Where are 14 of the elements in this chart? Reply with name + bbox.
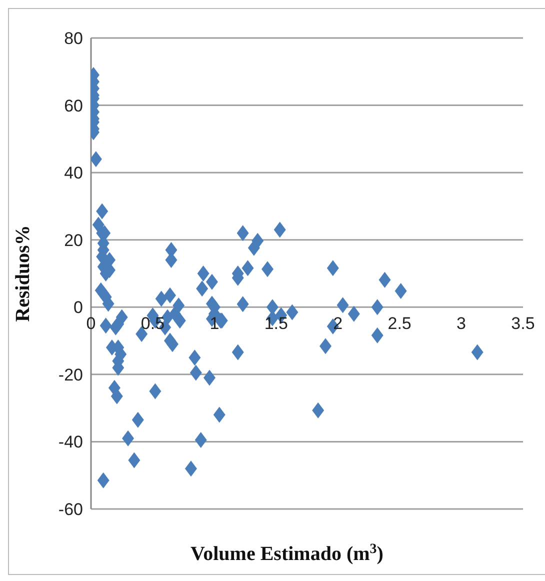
y-tick-label: 60 — [64, 96, 83, 116]
x-tick-label: 3.5 — [511, 314, 535, 334]
y-tick-label: 40 — [64, 164, 83, 183]
y-tick-label: 20 — [64, 230, 83, 250]
x-axis-title: Volume Estimado (m$^{3}$) — [190, 542, 384, 565]
x-tick-label: 3 — [456, 314, 466, 334]
y-tick-label: -40 — [58, 432, 83, 452]
y-tick-label: -20 — [58, 365, 83, 384]
y-axis-title: Residuos% — [12, 225, 34, 322]
y-tick-label: 0 — [74, 298, 83, 318]
y-tick-label: 80 — [64, 29, 83, 48]
y-tick-label: -60 — [58, 500, 83, 520]
x-tick-label: 0 — [86, 314, 96, 334]
x-tick-label: 2.5 — [388, 314, 412, 334]
